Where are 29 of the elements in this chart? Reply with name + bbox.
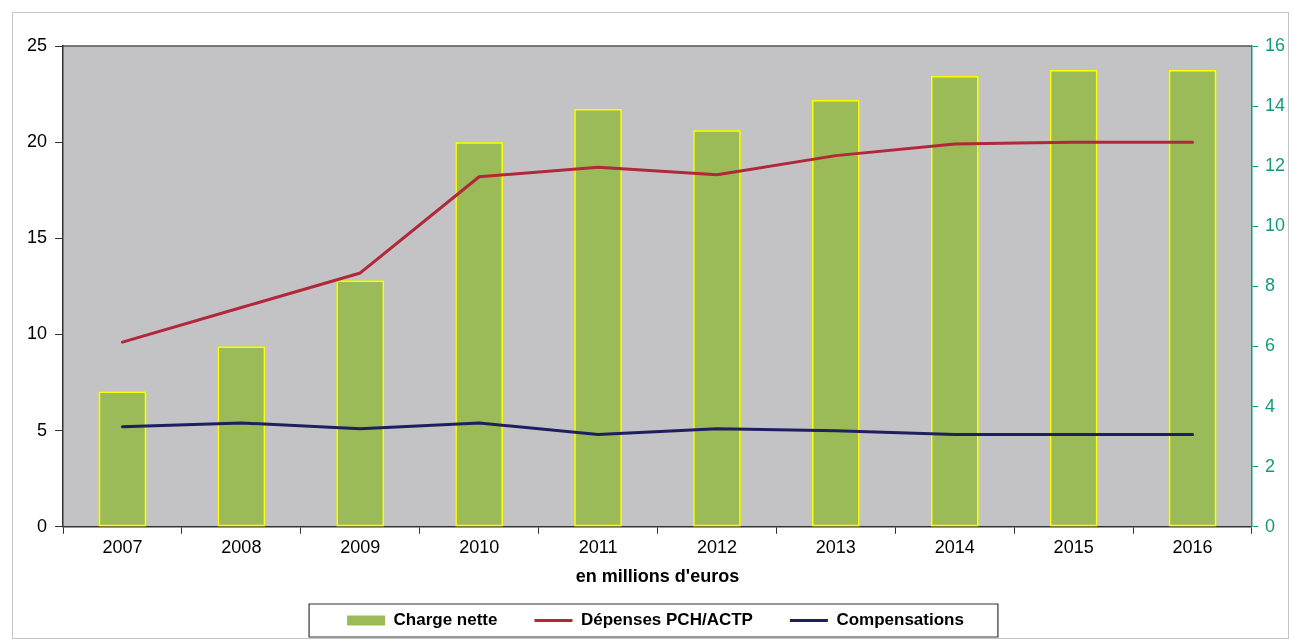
y2-tick-label: 2 xyxy=(1264,455,1275,476)
y2-tick-label: 8 xyxy=(1264,275,1275,296)
x-tick-label: 2007 xyxy=(102,536,143,557)
y-tick-label: 10 xyxy=(26,323,48,344)
y2-tick-label: 0 xyxy=(1264,515,1275,536)
y2-tick-label: 6 xyxy=(1264,335,1275,356)
y-tick-label: 25 xyxy=(26,34,48,55)
y2-tick-label: 10 xyxy=(1264,215,1286,236)
x-tick-label: 2014 xyxy=(934,536,975,557)
legend-label: Compensations xyxy=(836,610,964,630)
legend-label: Dépenses PCH/ACTP xyxy=(580,610,753,630)
x-axis-title: en millions d'euros xyxy=(575,566,740,587)
y2-tick-label: 4 xyxy=(1264,395,1275,416)
y-tick-label: 5 xyxy=(37,419,48,440)
x-tick-label: 2015 xyxy=(1053,536,1094,557)
y2-tick-label: 16 xyxy=(1264,34,1286,55)
y-tick-label: 20 xyxy=(26,131,48,152)
x-tick-label: 2016 xyxy=(1172,536,1213,557)
y-tick-label: 0 xyxy=(37,515,48,536)
y2-tick-label: 12 xyxy=(1264,155,1286,176)
x-tick-label: 2010 xyxy=(459,536,500,557)
y-tick-label: 15 xyxy=(26,227,48,248)
x-tick-label: 2012 xyxy=(696,536,737,557)
x-tick-label: 2008 xyxy=(221,536,262,557)
x-tick-label: 2011 xyxy=(578,536,618,557)
x-tick-label: 2009 xyxy=(340,536,381,557)
legend-label: Charge nette xyxy=(393,610,498,630)
y2-tick-label: 14 xyxy=(1264,95,1286,116)
x-tick-label: 2013 xyxy=(815,536,856,557)
